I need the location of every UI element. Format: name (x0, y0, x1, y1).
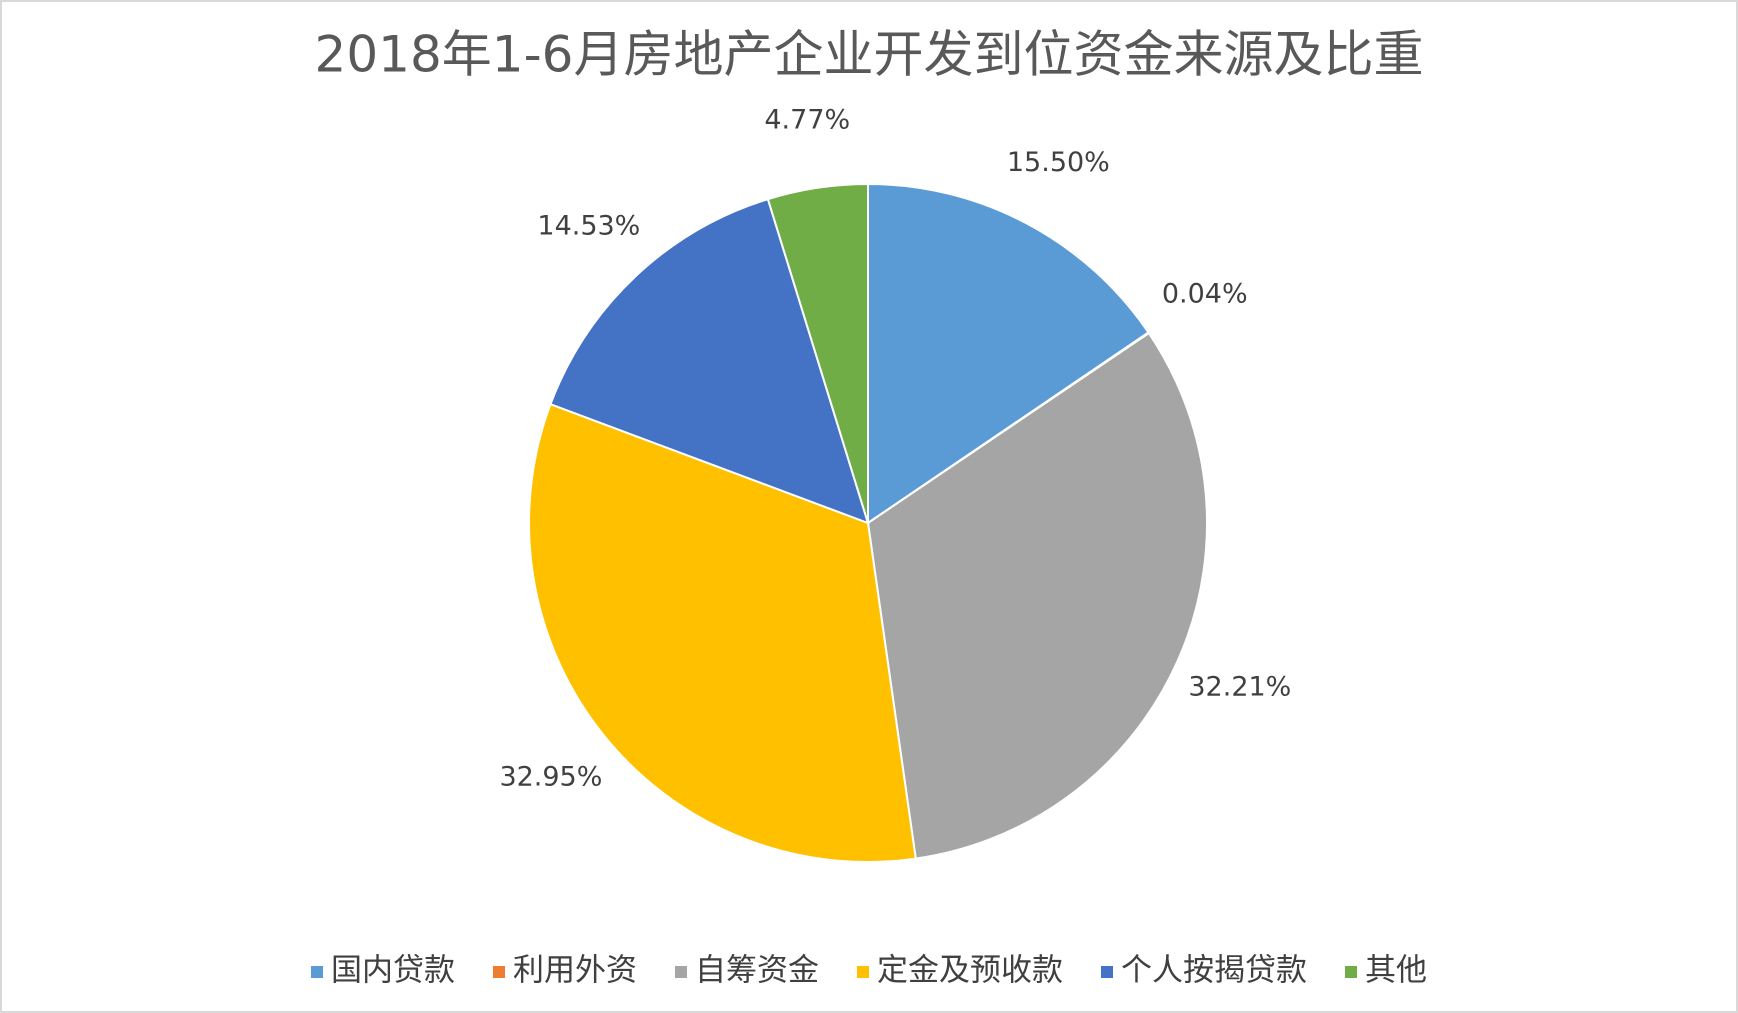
legend-swatch (311, 966, 323, 978)
data-label: 4.77% (764, 104, 850, 135)
legend-swatch (493, 966, 505, 978)
legend-label: 个人按揭贷款 (1121, 953, 1307, 989)
legend-label: 定金及预收款 (877, 953, 1063, 989)
legend-label: 其他 (1365, 953, 1427, 989)
data-label: 0.04% (1162, 278, 1248, 309)
legend-label: 利用外资 (513, 953, 637, 989)
legend: 国内贷款 利用外资 自筹资金 定金及预收款 个人按揭贷款 其他 (311, 953, 1427, 989)
pie-slice (867, 182, 1150, 525)
pie-slice (866, 331, 1208, 860)
legend-swatch (1101, 966, 1113, 978)
data-label: 32.95% (499, 761, 602, 792)
pie-slice (766, 182, 869, 524)
legend-label: 国内贷款 (331, 953, 455, 989)
data-label: 14.53% (537, 211, 640, 242)
legend-label: 自筹资金 (695, 953, 819, 989)
legend-swatch (857, 966, 869, 978)
legend-swatch (1345, 966, 1357, 978)
legend-swatch (675, 966, 687, 978)
chart-title: 2018年1-6月房地产企业开发到位资金来源及比重 (315, 26, 1424, 84)
data-label: 32.21% (1188, 671, 1291, 702)
pie-slice (528, 402, 917, 863)
pie-slice (549, 197, 870, 525)
data-label: 15.50% (1007, 147, 1110, 178)
